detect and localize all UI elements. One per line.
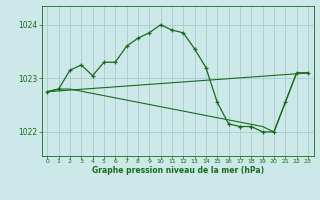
X-axis label: Graphe pression niveau de la mer (hPa): Graphe pression niveau de la mer (hPa) <box>92 166 264 175</box>
